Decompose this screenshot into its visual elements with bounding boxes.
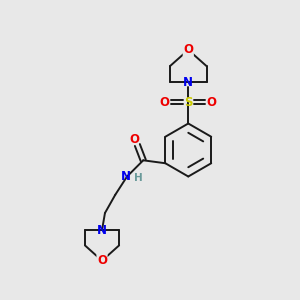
Text: O: O <box>97 254 107 267</box>
Text: N: N <box>121 170 130 183</box>
Text: S: S <box>184 96 193 109</box>
Text: O: O <box>160 96 170 109</box>
Text: O: O <box>129 133 140 146</box>
Text: H: H <box>134 173 142 183</box>
Text: N: N <box>97 224 107 237</box>
Text: O: O <box>207 96 217 109</box>
Text: N: N <box>183 76 193 89</box>
Text: O: O <box>183 44 193 56</box>
